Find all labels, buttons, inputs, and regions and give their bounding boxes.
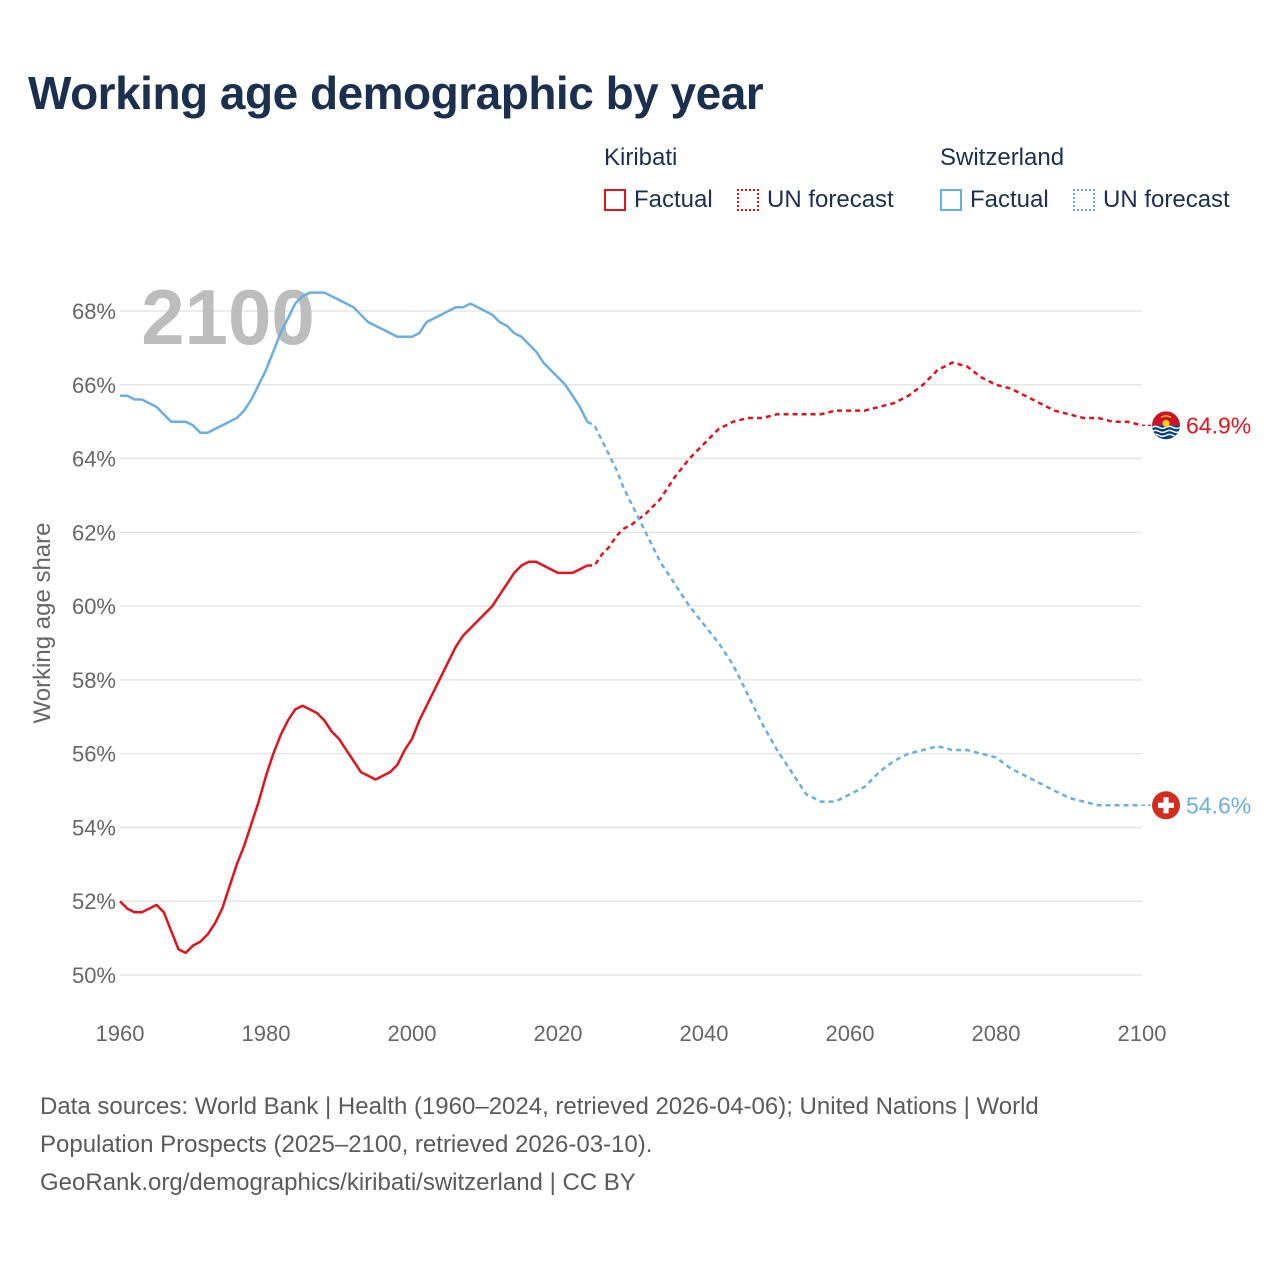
x-tick-label: 2100 [1118,1021,1167,1046]
legend-label: Factual [970,186,1049,213]
x-tick-label: 1960 [96,1021,145,1046]
series-lines [119,291,1143,955]
x-tick-label: 2080 [972,1021,1021,1046]
y-tick-label: 68% [72,299,116,324]
chart-title: Working age demographic by year [28,67,764,119]
legend-switzerland-forecast[interactable]: UN forecast [1073,186,1230,214]
switzerland-flag-icon [1152,791,1180,820]
legend-swatch-dotted-icon [1073,189,1095,211]
end-value-label-kiribati: 64.9% [1186,412,1251,438]
y-axis-ticks: 50% 52% 54% 56% 58% 60% 62% 64% 66% 68% [72,299,116,988]
legend-label: Factual [634,186,713,213]
y-tick-label: 50% [72,963,116,988]
x-axis-ticks: 1960 1980 2000 2020 2040 2060 2080 2100 [96,1021,1167,1046]
y-tick-label: 58% [72,668,116,693]
gridlines [120,310,1142,976]
legend-label: UN forecast [1103,186,1230,213]
legend-label: UN forecast [767,186,894,213]
legend-swatch-solid-icon [940,189,962,211]
footer-sources-line2: Population Prospects (2025–2100, retriev… [40,1131,653,1158]
series-line-kiribati-forecast[interactable] [587,361,1143,567]
y-tick-label: 62% [72,520,116,545]
x-tick-label: 1980 [242,1021,291,1046]
y-tick-label: 66% [72,373,116,398]
legend-group-switzerland: Switzerland [940,144,1065,171]
series-line-switzerland-factual[interactable] [120,291,589,434]
kiribati-flag-icon [1152,411,1180,440]
footer-sources-line1: Data sources: World Bank | Health (1960–… [40,1093,1039,1120]
series-line-switzerland-forecast[interactable] [586,420,1142,807]
legend-switzerland-factual[interactable]: Factual [940,186,1049,214]
legend-swatch-dotted-icon [737,189,759,211]
footer-credit-link[interactable]: GeoRank.org/demographics/kiribati/switze… [40,1169,636,1196]
legend-swatch-solid-icon [604,189,626,211]
y-tick-label: 56% [72,742,116,767]
x-tick-label: 2020 [534,1021,583,1046]
y-tick-label: 52% [72,889,116,914]
legend-group-kiribati: Kiribati [604,144,678,171]
year-watermark: 2100 [141,273,315,361]
x-tick-label: 2060 [826,1021,875,1046]
end-value-label-switzerland: 54.6% [1186,792,1251,818]
x-tick-label: 2040 [680,1021,729,1046]
series-line-kiribati-factual[interactable] [119,560,588,955]
y-axis-label: Working age share [29,523,56,724]
y-tick-label: 64% [72,447,116,472]
footer: Data sources: World Bank | Health (1960–… [40,1088,1240,1202]
x-tick-label: 2000 [388,1021,437,1046]
end-markers: 64.9% 54.6% [1142,411,1251,820]
legend-kiribati-forecast[interactable]: UN forecast [737,186,894,214]
legend-kiribati-factual[interactable]: Factual [604,186,713,214]
y-tick-label: 54% [72,815,116,840]
y-tick-label: 60% [72,594,116,619]
